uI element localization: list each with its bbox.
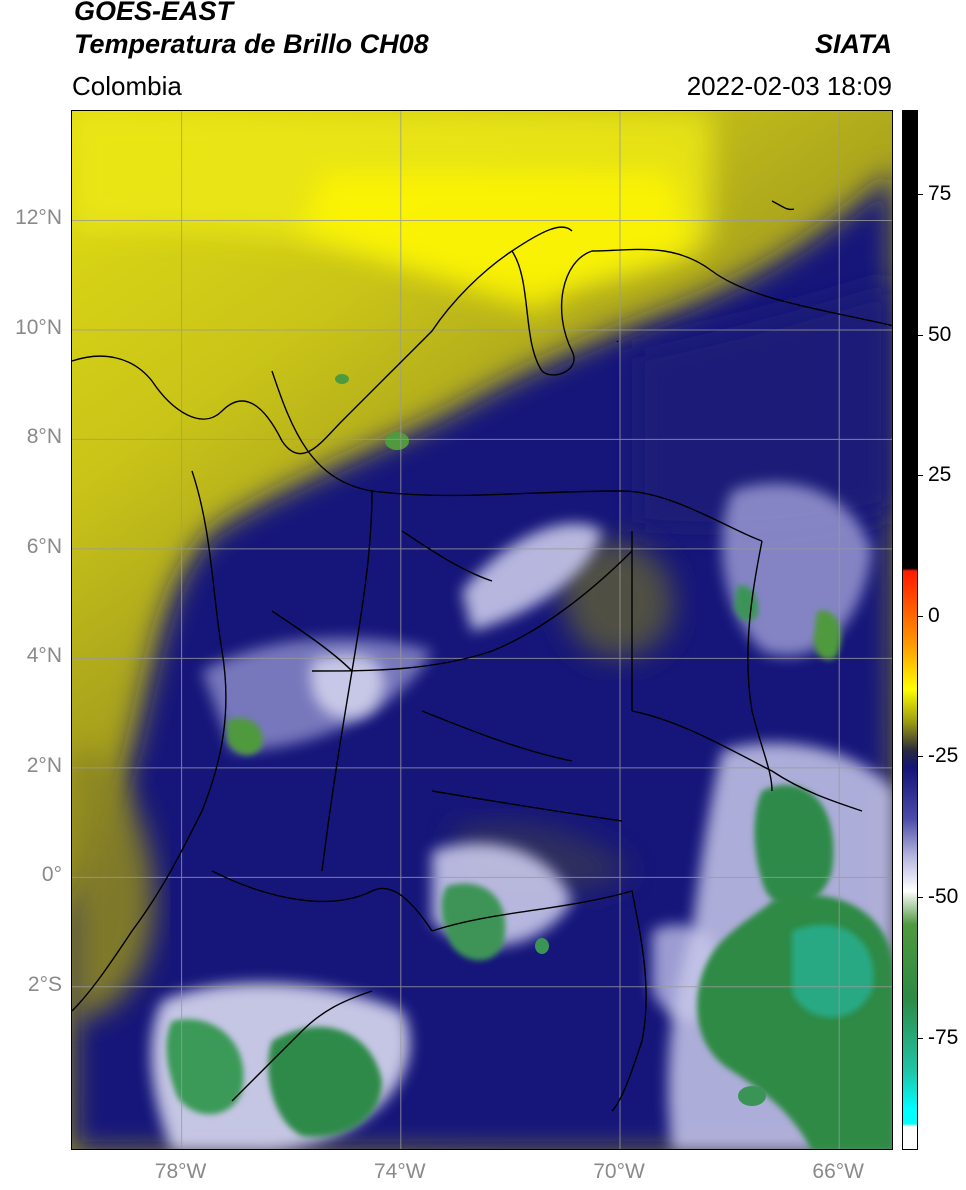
cold-top-11 bbox=[535, 938, 549, 954]
cold-top-3 bbox=[166, 1019, 244, 1115]
islands bbox=[616, 200, 795, 343]
border-brazil-north bbox=[631, 710, 863, 812]
border-venezuela-brazil bbox=[747, 540, 773, 792]
cold-top-7 bbox=[227, 717, 263, 755]
border-dept-7 bbox=[431, 790, 623, 822]
lat-label: 8°N bbox=[26, 425, 62, 449]
lat-label: 4°N bbox=[26, 644, 62, 668]
lat-label: 6°N bbox=[26, 534, 62, 558]
gridlines bbox=[72, 111, 892, 1149]
cold-top-9 bbox=[385, 432, 409, 450]
colorbar-tick bbox=[918, 1037, 923, 1039]
colorbar-label: 50 bbox=[928, 322, 952, 346]
border-colombia-ecuador bbox=[211, 870, 433, 932]
cloud-mass-north-east bbox=[632, 281, 892, 535]
lon-label: 74°W bbox=[374, 1160, 426, 1183]
convective-streak-1 bbox=[462, 523, 602, 631]
satellite-map bbox=[71, 110, 893, 1150]
border-dept-3 bbox=[321, 490, 373, 872]
region-label: Colombia bbox=[72, 71, 182, 101]
lat-label: 10°N bbox=[15, 315, 62, 339]
coastline-venezuela bbox=[511, 248, 892, 376]
lon-label: 66°W bbox=[812, 1160, 864, 1183]
cold-top-10 bbox=[335, 374, 349, 384]
colorbar-label: -75 bbox=[928, 1025, 959, 1049]
lat-label: 12°N bbox=[15, 206, 62, 230]
timestamp-label: 2022-02-03 18:09 bbox=[686, 71, 892, 101]
border-dept-6 bbox=[421, 710, 573, 762]
colorbar-label: -50 bbox=[928, 885, 959, 909]
border-ecuador-peru bbox=[231, 990, 373, 1102]
source-label: SIATA bbox=[815, 29, 892, 59]
colorbar-label: 0 bbox=[928, 603, 940, 627]
cold-top-12 bbox=[738, 1086, 766, 1106]
convective-streak-4 bbox=[722, 483, 872, 657]
colorbar-tick bbox=[918, 475, 923, 477]
border-dept-2 bbox=[311, 550, 633, 672]
border-dept-4 bbox=[271, 610, 353, 672]
colorbar-tick bbox=[918, 615, 923, 617]
colorbar-label: 25 bbox=[928, 463, 952, 487]
cold-top-4 bbox=[268, 1026, 382, 1137]
colorbar-label: -25 bbox=[928, 744, 959, 768]
product-title: Temperatura de Brillo CH08 bbox=[74, 29, 429, 59]
lat-label: 2°S bbox=[27, 972, 62, 996]
colorbar-tick bbox=[918, 897, 923, 899]
coastline-north bbox=[72, 226, 573, 455]
coastline-pacific bbox=[72, 470, 227, 1012]
map-canvas bbox=[72, 111, 892, 1149]
olive-patch bbox=[561, 541, 674, 658]
border-colombia-venezuela bbox=[271, 370, 763, 542]
cold-top-2-core bbox=[792, 924, 874, 1018]
border-dept-5 bbox=[401, 530, 493, 582]
west-olive-field bbox=[72, 750, 154, 1021]
lon-label: 78°W bbox=[154, 1160, 207, 1183]
lat-label: 2°N bbox=[26, 753, 62, 777]
cold-top-1 bbox=[754, 784, 834, 907]
bright-yellow-band bbox=[302, 171, 692, 311]
cold-top-5 bbox=[441, 883, 506, 961]
cold-top-8 bbox=[813, 610, 841, 660]
colorbar-label: 75 bbox=[928, 182, 952, 206]
lon-label: 70°W bbox=[593, 1160, 645, 1183]
colorbar-tick bbox=[918, 194, 923, 196]
country-borders bbox=[72, 200, 892, 1112]
border-colombia-peru bbox=[431, 890, 647, 1112]
colorbar-tick bbox=[918, 756, 923, 758]
colorbar bbox=[902, 110, 918, 1150]
colorbar-tick bbox=[918, 334, 923, 336]
lat-label: 0° bbox=[41, 863, 62, 887]
satellite-title: GOES-EAST bbox=[74, 0, 234, 26]
